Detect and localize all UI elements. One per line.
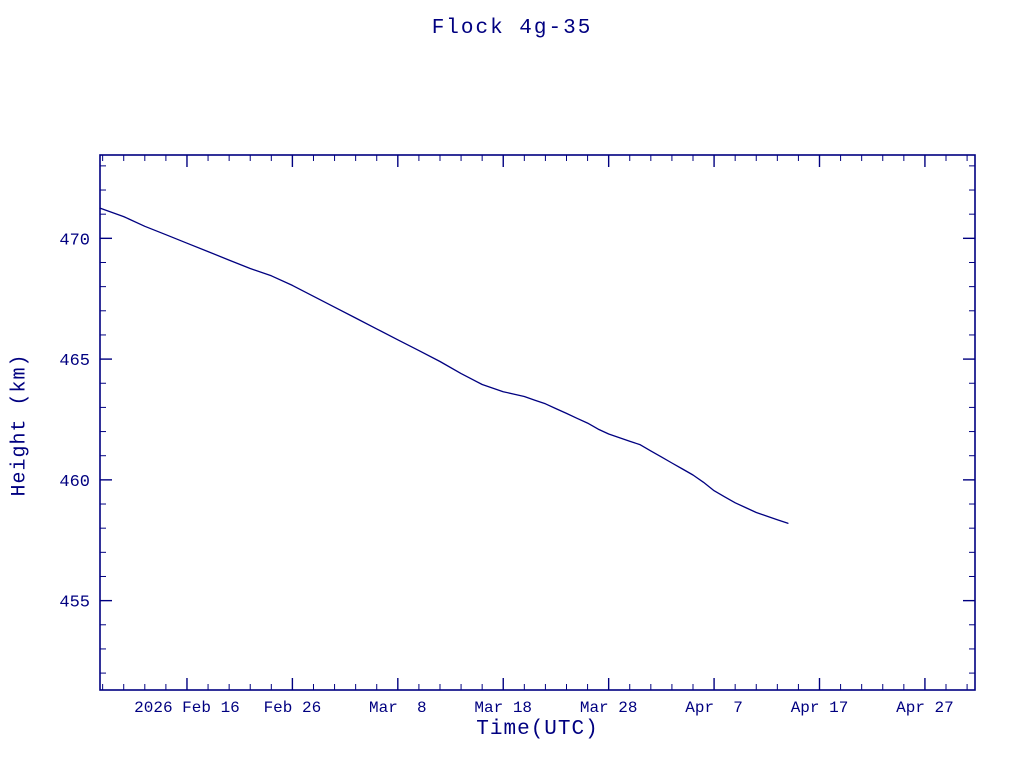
y-tick-label: 460 — [59, 473, 90, 492]
x-tick-label: Mar 8 — [369, 699, 427, 717]
x-tick-label: Apr 27 — [896, 699, 954, 717]
height-series-line — [99, 207, 789, 524]
y-tick-label: 455 — [59, 594, 90, 613]
x-tick-label: 2026 Feb 16 — [134, 699, 240, 717]
x-tick-label: Apr 17 — [791, 699, 849, 717]
chart-title: Flock 4g-35 — [431, 17, 593, 40]
x-tick-label: Apr 7 — [685, 699, 743, 717]
axis-box — [99, 154, 976, 691]
y-tick-label: 465 — [59, 352, 90, 371]
x-tick-label: Feb 26 — [264, 699, 322, 717]
x-tick-label: Mar 18 — [474, 699, 532, 717]
x-axis-label: Time(UTC) — [476, 718, 599, 741]
y-tick-label: 470 — [59, 231, 90, 250]
x-tick-label: Mar 28 — [580, 699, 638, 717]
